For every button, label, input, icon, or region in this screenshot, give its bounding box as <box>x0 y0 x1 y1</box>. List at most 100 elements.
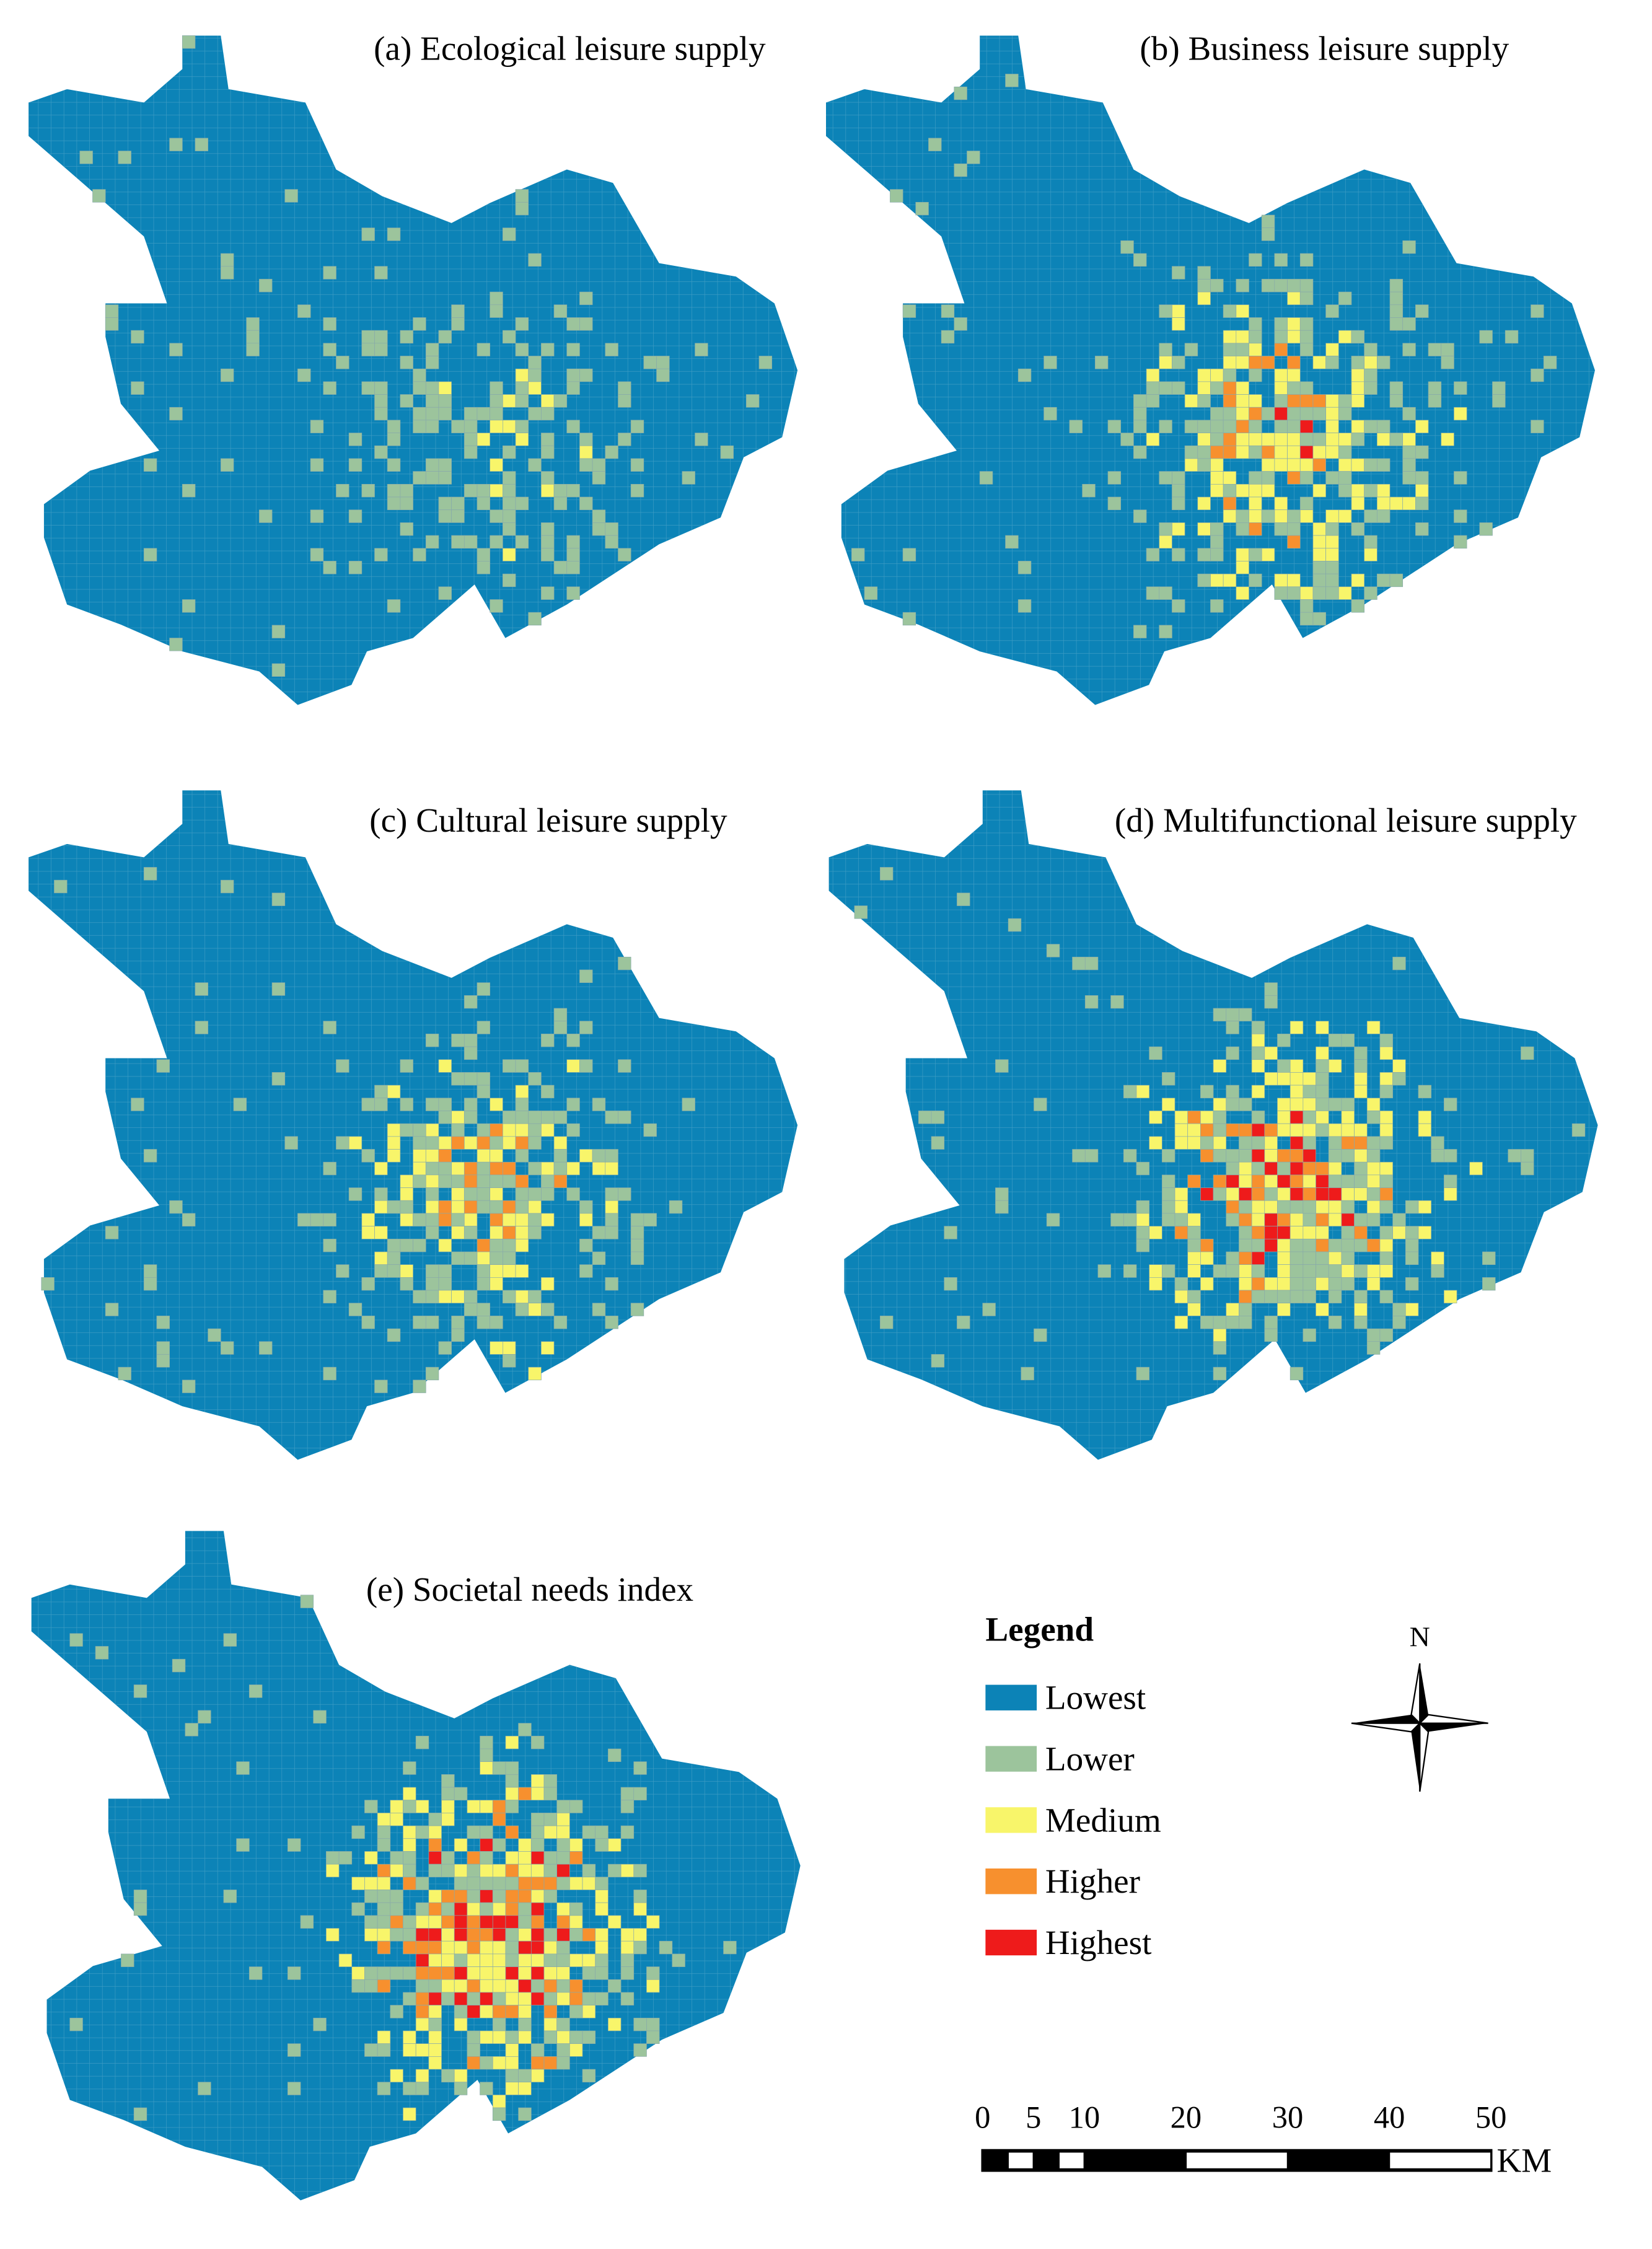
map-cell <box>195 138 208 151</box>
map-cell <box>1251 1200 1265 1214</box>
map-cell <box>1287 291 1301 306</box>
map-cell <box>1159 522 1172 536</box>
map-cell <box>438 1174 452 1188</box>
map-cell <box>1290 1277 1304 1291</box>
map-cell <box>1364 356 1377 369</box>
map-cell <box>758 356 773 369</box>
map-cell <box>248 1684 263 1698</box>
map-cell <box>1264 1187 1278 1201</box>
map-cell <box>569 1851 583 1865</box>
map-cell <box>579 458 593 472</box>
map-cell <box>1249 407 1262 421</box>
map-cell <box>1376 356 1391 369</box>
map-cell <box>336 356 349 369</box>
map-cell <box>451 1072 465 1086</box>
map-cell <box>441 1813 455 1826</box>
map-cell <box>1290 1367 1304 1381</box>
scale-tick-label: 10 <box>1069 2100 1101 2134</box>
map-cell <box>1376 509 1391 523</box>
map-cell <box>1328 1213 1342 1226</box>
map-cell <box>425 1174 439 1188</box>
map-cell <box>1303 1277 1316 1291</box>
map-cell <box>646 2017 660 2031</box>
map-cell <box>1226 1098 1239 1111</box>
map-cell <box>1277 1149 1291 1163</box>
map-cell <box>403 2082 416 2095</box>
map-cell <box>1303 1149 1316 1163</box>
map-cell <box>467 2005 480 2018</box>
map-cell <box>1354 1187 1368 1201</box>
map-cell <box>1366 1200 1381 1214</box>
map-cell <box>464 995 478 1009</box>
map-cell <box>1213 1111 1227 1124</box>
map-cell <box>954 86 967 100</box>
map-cell <box>541 1174 555 1188</box>
map-cell <box>556 1877 570 1890</box>
map-cell <box>579 1238 593 1252</box>
map-cell <box>400 356 413 369</box>
map-cell <box>1277 1161 1291 1176</box>
map-cell <box>1277 1238 1291 1252</box>
map-cell <box>1200 1111 1214 1124</box>
map-cell <box>1328 1136 1342 1150</box>
map-cell <box>543 1928 558 1942</box>
map-cell <box>400 1213 413 1226</box>
map-cell <box>400 1277 413 1291</box>
map-cell <box>1316 1200 1329 1214</box>
map-cell <box>464 1187 478 1201</box>
map-cell <box>553 1149 568 1163</box>
map-cell <box>1325 433 1339 446</box>
map-cell <box>428 1928 442 1942</box>
map-cell <box>505 1940 519 1955</box>
map-cell <box>605 1149 618 1163</box>
map-cell <box>515 1085 529 1099</box>
map-cell <box>1338 433 1352 446</box>
map-cell <box>480 1877 493 1890</box>
map-cell <box>1174 1290 1188 1304</box>
map-cell <box>528 1213 542 1226</box>
map-cell <box>1415 483 1429 498</box>
scale-segment <box>1032 2151 1060 2170</box>
map-cell <box>1213 1316 1227 1329</box>
map-cell <box>1312 458 1326 472</box>
map-cell <box>390 1813 403 1826</box>
map-cell <box>530 1864 545 1878</box>
map-cell <box>1303 1098 1316 1111</box>
map-cell <box>851 548 865 561</box>
north-label: N <box>1410 1621 1430 1653</box>
map-cell <box>271 625 286 638</box>
map-cell <box>438 407 452 421</box>
map-cell <box>438 1149 452 1163</box>
map-cell <box>310 548 324 561</box>
map-cell <box>1149 1277 1162 1291</box>
map-cell <box>518 1979 532 1993</box>
map-cell <box>259 279 273 293</box>
map-cell <box>477 982 491 996</box>
map-cell <box>643 356 657 369</box>
scale-segment <box>1083 2151 1187 2170</box>
map-cell <box>1133 445 1147 459</box>
map-cell <box>438 1161 452 1176</box>
map-cell <box>528 1303 542 1316</box>
map-cell <box>400 1059 413 1073</box>
map-cell <box>1354 1174 1368 1188</box>
map-cell <box>1418 1200 1432 1214</box>
map-cell <box>403 1915 416 1929</box>
map-cell <box>1366 1111 1381 1124</box>
map-cell <box>428 1902 442 1916</box>
map-cell <box>1236 381 1249 395</box>
map-cell <box>364 1877 378 1890</box>
map-cell <box>1454 381 1467 395</box>
map-cell <box>413 317 426 331</box>
map-cell <box>605 1277 618 1291</box>
map-cell <box>515 433 529 446</box>
map-cell <box>1274 445 1288 459</box>
map-cell <box>556 1813 570 1826</box>
map-cell <box>1236 330 1249 344</box>
map-cell <box>608 2017 622 2031</box>
map-cell <box>579 368 593 382</box>
map-cell <box>348 1136 362 1150</box>
map-cell <box>480 1890 493 1903</box>
map-cell <box>1287 420 1301 433</box>
map-cell <box>1264 1316 1278 1329</box>
